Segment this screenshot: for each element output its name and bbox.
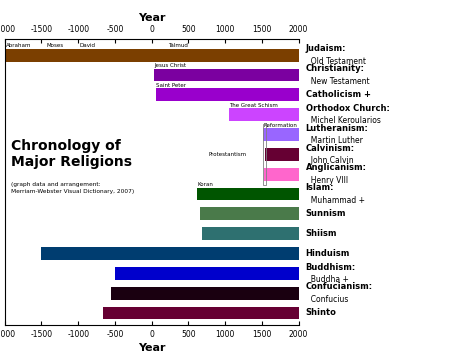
Text: Hinduism: Hinduism — [306, 249, 350, 258]
Text: Confucius: Confucius — [306, 295, 348, 304]
Text: Judaism:: Judaism: — [306, 44, 346, 53]
Bar — [200, 207, 299, 220]
Text: Koran: Koran — [198, 182, 214, 187]
Text: New Testament: New Testament — [306, 77, 369, 86]
Text: Michel Keroularios: Michel Keroularios — [306, 116, 381, 125]
Text: Jesus Christ: Jesus Christ — [154, 63, 186, 68]
Text: Reformation: Reformation — [264, 123, 297, 128]
Text: Sunnism: Sunnism — [306, 209, 346, 218]
Bar — [201, 227, 299, 240]
Text: Old Testament: Old Testament — [306, 57, 366, 66]
Text: Calvinism:: Calvinism: — [306, 144, 355, 152]
Text: Christianity:: Christianity: — [306, 64, 365, 73]
Text: Buddhism:: Buddhism: — [306, 262, 356, 272]
Bar — [111, 287, 299, 300]
Bar — [197, 187, 299, 200]
Text: Orthodox Church:: Orthodox Church: — [306, 104, 390, 113]
Text: Buddha +: Buddha + — [306, 275, 348, 284]
Text: John Calvin: John Calvin — [306, 156, 353, 165]
Bar — [229, 108, 299, 121]
Text: Martin Luther: Martin Luther — [306, 136, 363, 145]
Text: Muhammad +: Muhammad + — [306, 196, 365, 205]
Text: Islam:: Islam: — [306, 183, 334, 192]
Text: (graph data and arrangement:
Merriam-Webster Visual Dictionary, 2007): (graph data and arrangement: Merriam-Web… — [10, 182, 134, 193]
Text: Confucianism:: Confucianism: — [306, 282, 373, 291]
Text: Shiism: Shiism — [306, 229, 337, 238]
Text: Anglicanism:: Anglicanism: — [306, 164, 367, 172]
Bar — [263, 128, 299, 141]
Text: Talmud: Talmud — [168, 44, 188, 49]
Bar — [154, 69, 299, 81]
Text: Abraham: Abraham — [6, 44, 31, 49]
Text: Lutheranism:: Lutheranism: — [306, 124, 369, 133]
Bar — [5, 49, 299, 61]
Text: David: David — [80, 44, 96, 49]
Text: Moses: Moses — [46, 44, 64, 49]
Bar — [264, 168, 299, 181]
Bar — [156, 88, 299, 101]
Text: Catholicism +: Catholicism + — [306, 90, 371, 99]
Text: Year: Year — [138, 13, 165, 23]
Bar — [42, 247, 299, 260]
Text: Henry VIII: Henry VIII — [306, 176, 348, 185]
Bar — [115, 267, 299, 280]
Text: Saint Peter: Saint Peter — [156, 83, 186, 88]
X-axis label: Year: Year — [138, 343, 165, 353]
Bar — [264, 148, 299, 161]
Text: Shinto: Shinto — [306, 308, 337, 317]
Text: The Great Schism: The Great Schism — [229, 103, 278, 108]
Text: Chronology of
Major Religions: Chronology of Major Religions — [10, 140, 132, 169]
Text: Protestantism: Protestantism — [209, 152, 247, 157]
Bar — [263, 124, 266, 185]
Bar — [103, 307, 299, 320]
